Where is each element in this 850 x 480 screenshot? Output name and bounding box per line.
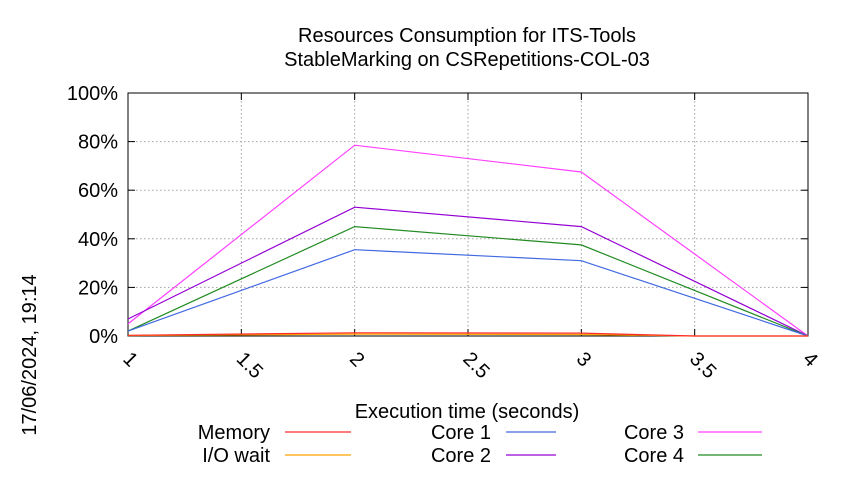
x-tick-label: 2 [345,348,368,371]
x-tick-label: 1 [118,348,141,371]
legend-label: Core 3 [624,422,684,444]
plot-frame [127,92,809,337]
x-tick-label: 3 [572,348,595,371]
x-tick-label: 3.5 [685,348,720,383]
timestamp-label: 17/06/2024, 19:14 [19,274,41,435]
y-tick-label: 100% [67,83,118,105]
axes: 0% 20% 40% 60% 80% 100% 1 1.5 2 2.5 3 3.5 4 [67,83,822,383]
y-tick-label: 20% [78,277,118,299]
legend-label: Core 2 [431,445,491,467]
x-tick-label: 2.5 [458,348,493,383]
x-tick-label: 4 [798,348,821,371]
legend-label: Memory [198,422,270,444]
series-line-core-2 [127,206,809,337]
chart-title-line2: StableMarking on CSRepetitions-COL-03 [284,49,650,71]
x-axis-label: Execution time (seconds) [355,401,580,423]
legend-label: Core 1 [431,422,491,444]
chart-title-line1: Resources Consumption for ITS-Tools [298,25,636,47]
y-tick-label: 40% [78,229,118,251]
legend-label: Core 4 [624,445,684,467]
y-tick-label: 80% [78,132,118,154]
series-line-core-1 [127,249,809,337]
series-line-memory [127,332,808,337]
series-lines [127,144,809,337]
x-tick-label: 1.5 [232,348,267,383]
grid [127,92,809,337]
legend-label: I/O wait [202,445,270,467]
y-tick-label: 0% [89,326,118,348]
series-line-core-3 [127,144,809,337]
y-tick-label: 60% [78,180,118,202]
series-line-core-4 [127,225,809,337]
